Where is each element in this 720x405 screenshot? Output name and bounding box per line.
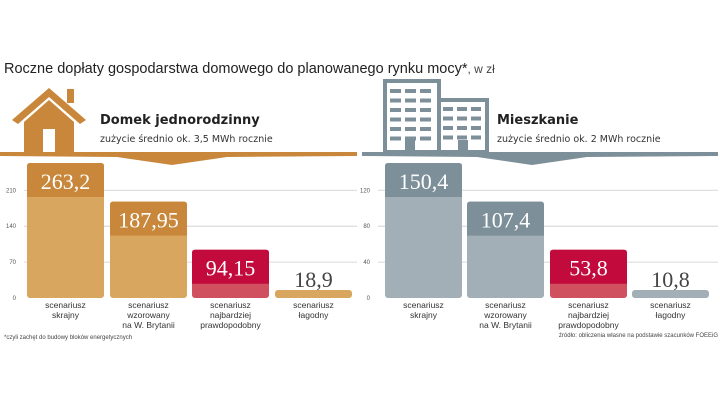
y-tick-label: 140 (6, 224, 17, 230)
y-tick-label: 70 (9, 260, 16, 266)
category-label: skrajny (52, 310, 80, 320)
category-label: skrajny (410, 310, 438, 320)
banner-arrow (362, 152, 718, 165)
panel-title: Mieszkanie (497, 113, 579, 128)
category-label: na W. Brytanii (479, 320, 532, 330)
bar-value-label: 10,8 (651, 267, 690, 292)
bar-body (632, 290, 709, 298)
category-label: wzorowany (483, 310, 527, 320)
category-label: najbardziej (568, 310, 609, 320)
bar-value-label: 94,15 (206, 256, 256, 281)
bar-label-box (550, 249, 627, 284)
category-label: scenariusz (403, 300, 444, 310)
bar-label-box (110, 201, 187, 236)
bar-body (275, 290, 352, 298)
y-tick-label: 0 (13, 296, 17, 302)
y-tick-label: 120 (360, 188, 371, 194)
chart-title-unit: , w zł (467, 62, 495, 76)
category-label: wzorowany (126, 310, 170, 320)
bar-value-label: 187,95 (118, 208, 179, 233)
category-label: scenariusz (210, 300, 251, 310)
panel-title: Domek jednorodzinny (100, 113, 260, 128)
category-label: scenariusz (45, 300, 86, 310)
y-tick-label: 80 (363, 224, 370, 230)
bar-label-box (467, 201, 544, 236)
bar-label-box (27, 163, 104, 197)
bar: 107,4 (467, 201, 544, 298)
bar-value-label: 150,4 (399, 169, 449, 194)
category-label: scenariusz (128, 300, 169, 310)
panel-apartment: Mieszkanie zużycie średnio ok. 2 MWh rocz… (360, 79, 718, 330)
category-label: łagodny (656, 310, 687, 320)
bar-value-label: 107,4 (481, 208, 531, 233)
bar-label-box (192, 249, 269, 284)
category-label: łagodny (299, 310, 330, 320)
bar: 53,8 (550, 249, 627, 298)
category-label: najbardziej (210, 310, 251, 320)
bar-label-box (385, 163, 462, 197)
category-label: prawdopodobny (558, 320, 619, 330)
category-label: na W. Brytanii (122, 320, 175, 330)
y-tick-label: 210 (6, 188, 17, 194)
apartment-buildings-icon (383, 79, 489, 154)
house-icon (12, 88, 86, 152)
panel-subtitle: zużycie średnio ok. 3,5 MWh rocznie (100, 134, 273, 145)
source-note: źródło: obliczenia własne na podstawie s… (559, 333, 718, 339)
bar: 10,8 (632, 267, 709, 298)
banner-arrow (0, 152, 357, 165)
category-label: scenariusz (568, 300, 609, 310)
bar: 187,95 (110, 201, 187, 298)
panel-subtitle: zużycie średnio ok. 2 MWh rocznie (497, 134, 661, 145)
bar: 94,15 (192, 249, 269, 298)
panel-house: Domek jednorodzinny zużycie średnio ok. 3… (0, 88, 357, 330)
bar: 263,2 (27, 163, 104, 298)
category-label: prawdopodobny (200, 320, 261, 330)
footnote: *czyli zachęt do budowy bloków energetyc… (4, 335, 132, 341)
y-tick-label: 40 (363, 260, 370, 266)
chart-title-text: Roczne dopłaty gospodarstwa domowego do … (4, 61, 468, 77)
y-tick-label: 0 (367, 296, 371, 302)
chart-title: Roczne dopłaty gospodarstwa domowego do … (4, 61, 495, 77)
bar-value-label: 53,8 (569, 256, 608, 281)
bar-value-label: 263,2 (41, 169, 91, 194)
bar: 18,9 (275, 267, 352, 298)
category-label: scenariusz (650, 300, 691, 310)
bar-value-label: 18,9 (294, 267, 333, 292)
category-label: scenariusz (485, 300, 526, 310)
category-label: scenariusz (293, 300, 334, 310)
bar: 150,4 (385, 163, 462, 298)
